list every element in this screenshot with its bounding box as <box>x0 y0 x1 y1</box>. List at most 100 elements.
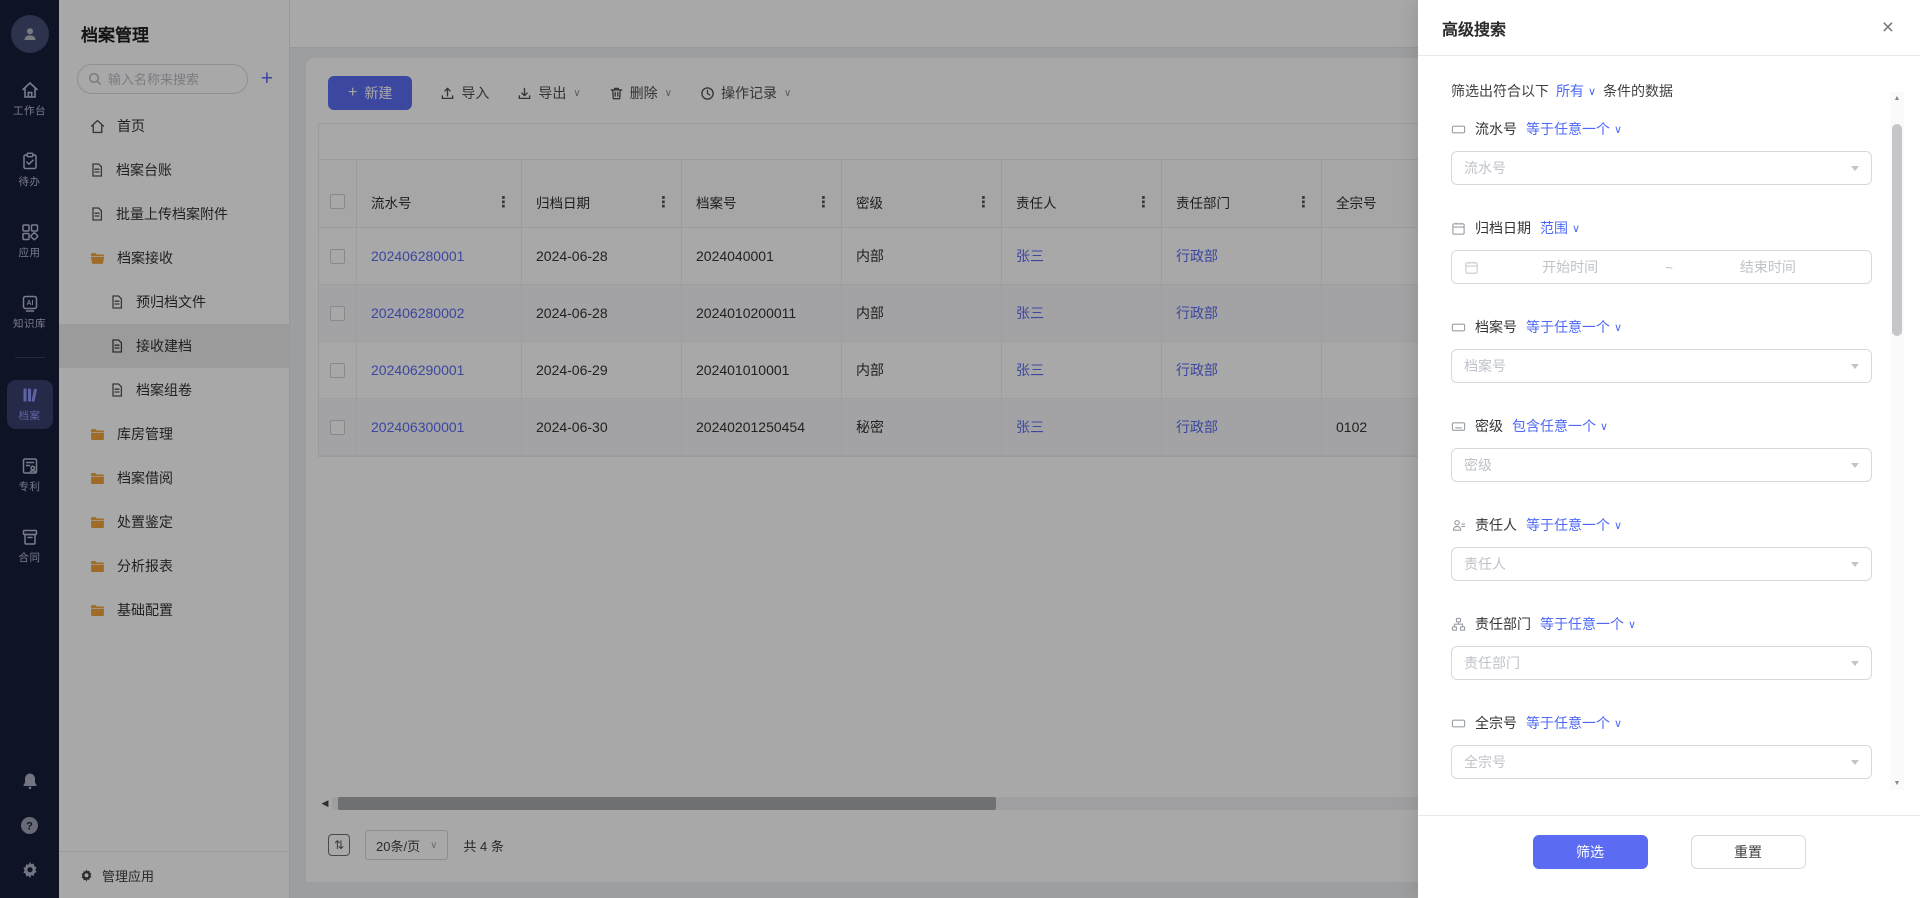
page-size-select[interactable]: 20条/页 ∨ <box>365 830 449 860</box>
document-icon <box>89 162 105 178</box>
sidebar-item-batch-upload[interactable]: 批量上传档案附件 <box>59 192 289 236</box>
sidebar-item-ledger[interactable]: 档案台账 <box>59 148 289 192</box>
column-menu-icon[interactable]: ⋮ <box>1296 193 1311 211</box>
export-button[interactable]: 导出 ∨ <box>517 83 581 103</box>
row-height-icon[interactable]: ⇅ <box>328 834 350 856</box>
row-checkbox[interactable] <box>330 362 345 378</box>
start-date-placeholder[interactable]: 开始时间 <box>1542 259 1599 275</box>
drawer-scrollbar[interactable]: ▲ ▼ <box>1890 92 1904 790</box>
sidebar-item-disposal[interactable]: 处置鉴定 <box>59 500 289 544</box>
sidebar-item-reports[interactable]: 分析报表 <box>59 544 289 588</box>
date-range-input[interactable]: 开始时间 ~ 结束时间 <box>1451 250 1872 284</box>
rail-item-knowledge[interactable]: AI 知识库 <box>7 288 53 337</box>
column-menu-icon[interactable]: ⋮ <box>656 193 671 211</box>
rail-item-apps[interactable]: 应用 <box>7 217 53 266</box>
placeholder-text: 责任部门 <box>1464 655 1520 671</box>
condition-mode-dropdown[interactable]: 所有 ∨ <box>1556 81 1596 101</box>
help-icon[interactable]: ? <box>19 815 40 836</box>
serial-link[interactable]: 202406290001 <box>371 362 465 378</box>
owner-link[interactable]: 张三 <box>1016 419 1044 435</box>
sidebar-item-prearchive-files[interactable]: 预归档文件 <box>59 280 289 324</box>
serial-link[interactable]: 202406300001 <box>371 419 465 435</box>
fonds-no-select[interactable]: 全宗号 <box>1451 745 1872 779</box>
gear-icon <box>79 868 94 883</box>
operator-dropdown[interactable]: 等于任意一个 ∨ <box>1526 517 1623 533</box>
serial-link[interactable]: 202406280001 <box>371 248 465 264</box>
owner-link[interactable]: 张三 <box>1016 305 1044 321</box>
end-date-placeholder[interactable]: 结束时间 <box>1739 259 1796 275</box>
column-menu-icon[interactable]: ⋮ <box>496 193 511 211</box>
user-avatar[interactable] <box>10 15 49 53</box>
sidebar-item-receive-create[interactable]: 接收建档 <box>59 324 289 368</box>
filter-field-file-no: 档案号 等于任意一个 ∨ 档案号 <box>1451 317 1872 383</box>
row-checkbox[interactable] <box>330 419 345 435</box>
operator-dropdown[interactable]: 等于任意一个 ∨ <box>1526 715 1623 731</box>
sidebar-item-home[interactable]: 首页 <box>59 104 289 148</box>
operator-dropdown[interactable]: 包含任意一个 ∨ <box>1512 418 1609 434</box>
filter-field-label: 档案号 <box>1475 319 1517 335</box>
dept-link[interactable]: 行政部 <box>1176 248 1218 264</box>
operator-dropdown[interactable]: 等于任意一个 ∨ <box>1526 121 1623 137</box>
sidebar-item-label: 处置鉴定 <box>117 514 173 530</box>
rail-item-todo[interactable]: 待办 <box>7 146 53 195</box>
sidebar-menu: 首页 档案台账 批量上传档案附件 档案接收 预归档文件 接收建档 <box>59 104 289 632</box>
dept-link[interactable]: 行政部 <box>1176 362 1218 378</box>
import-button[interactable]: 导入 <box>440 83 489 103</box>
column-menu-icon[interactable]: ⋮ <box>816 193 831 211</box>
row-checkbox[interactable] <box>330 248 345 264</box>
scrollbar-thumb[interactable] <box>338 797 996 810</box>
owner-link[interactable]: 张三 <box>1016 362 1044 378</box>
rail-item-workbench[interactable]: 工作台 <box>7 75 53 124</box>
modal-backdrop[interactable] <box>0 0 1418 898</box>
scroll-up-icon[interactable]: ▲ <box>1893 95 1901 102</box>
delete-button[interactable]: 删除 ∨ <box>609 83 672 103</box>
scrollbar-thumb[interactable] <box>1892 124 1902 336</box>
calendar-icon <box>1451 221 1466 236</box>
rail-item-archive[interactable]: 档案 <box>6 380 53 429</box>
serial-link[interactable]: 202406280002 <box>371 305 465 321</box>
manage-apps-button[interactable]: 管理应用 <box>59 851 289 898</box>
owner-link[interactable]: 张三 <box>1016 248 1044 264</box>
operator-dropdown[interactable]: 等于任意一个 ∨ <box>1540 616 1637 632</box>
row-checkbox[interactable] <box>330 305 345 321</box>
rail-item-contract[interactable]: 合同 <box>7 522 53 571</box>
dept-select[interactable]: 责任部门 <box>1451 646 1872 680</box>
scroll-left-icon[interactable]: ◀ <box>321 798 329 808</box>
download-icon <box>517 86 532 101</box>
sidebar-item-label: 分析报表 <box>117 558 173 574</box>
dept-link[interactable]: 行政部 <box>1176 419 1218 435</box>
filter-field-serial: 流水号 等于任意一个 ∨ 流水号 <box>1451 119 1872 185</box>
filter-button[interactable]: 筛选 <box>1532 835 1648 869</box>
column-menu-icon[interactable]: ⋮ <box>976 193 991 211</box>
chevron-down-icon: ∨ <box>1614 123 1623 136</box>
operation-history-button[interactable]: 操作记录 ∨ <box>700 83 791 103</box>
notification-bell-icon[interactable] <box>20 771 40 791</box>
sidebar-item-borrow[interactable]: 档案借阅 <box>59 456 289 500</box>
operator-dropdown[interactable]: 等于任意一个 ∨ <box>1526 319 1623 335</box>
sidebar-item-archive-binding[interactable]: 档案组卷 <box>59 368 289 412</box>
rail-item-patent[interactable]: 专利 <box>7 451 53 500</box>
serial-select[interactable]: 流水号 <box>1451 151 1872 185</box>
cell-secrecy: 内部 <box>856 248 884 264</box>
sidebar-item-base-config[interactable]: 基础配置 <box>59 588 289 632</box>
owner-select[interactable]: 责任人 <box>1451 547 1872 581</box>
new-button[interactable]: + 新建 <box>328 76 413 110</box>
column-menu-icon[interactable]: ⋮ <box>1136 193 1151 211</box>
sidebar-item-warehouse[interactable]: 库房管理 <box>59 412 289 456</box>
reset-button[interactable]: 重置 <box>1690 835 1806 869</box>
close-icon[interactable]: × <box>1881 16 1894 39</box>
settings-gear-icon[interactable] <box>20 860 40 880</box>
search-input[interactable] <box>108 71 237 87</box>
file-no-select[interactable]: 档案号 <box>1451 349 1872 383</box>
select-all-checkbox[interactable] <box>330 194 345 209</box>
secrecy-select[interactable]: 密级 <box>1451 448 1872 482</box>
add-button[interactable]: + <box>260 66 273 90</box>
scroll-down-icon[interactable]: ▼ <box>1893 780 1901 787</box>
sidebar-item-label: 档案台账 <box>116 162 172 178</box>
dept-link[interactable]: 行政部 <box>1176 305 1218 321</box>
folder-icon <box>89 514 106 531</box>
operator-dropdown[interactable]: 范围 ∨ <box>1540 220 1581 236</box>
svg-text:AI: AI <box>26 300 33 307</box>
sidebar-item-archive-receive[interactable]: 档案接收 <box>59 236 289 280</box>
